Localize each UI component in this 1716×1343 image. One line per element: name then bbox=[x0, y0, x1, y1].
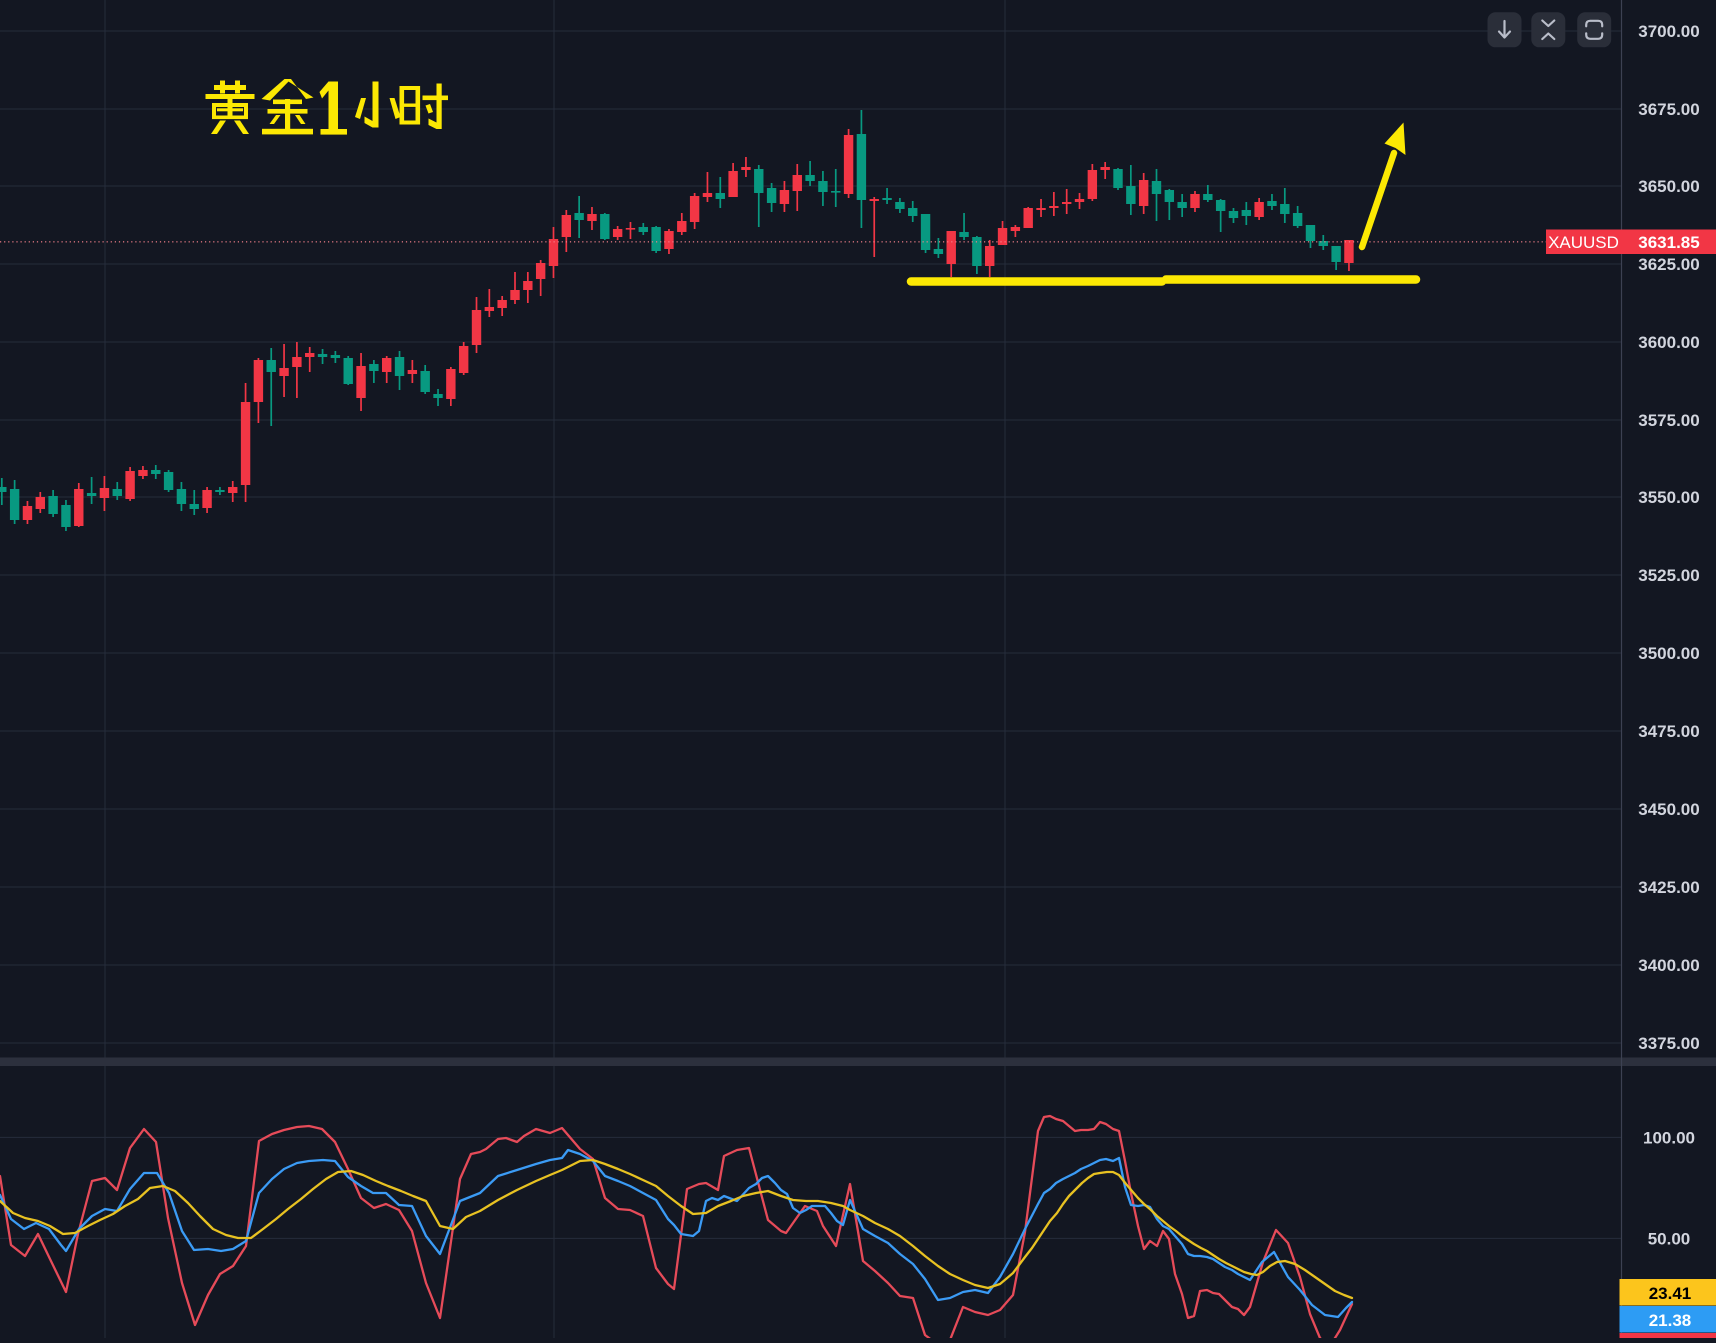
svg-text:23.41: 23.41 bbox=[1649, 1284, 1692, 1303]
svg-text:3631.85: 3631.85 bbox=[1638, 233, 1699, 252]
svg-text:3425.00: 3425.00 bbox=[1638, 878, 1699, 897]
svg-text:21.38: 21.38 bbox=[1649, 1311, 1692, 1330]
svg-text:3625.00: 3625.00 bbox=[1638, 255, 1699, 274]
svg-text:100.00: 100.00 bbox=[1643, 1128, 1695, 1147]
svg-text:3550.00: 3550.00 bbox=[1638, 488, 1699, 507]
svg-text:3450.00: 3450.00 bbox=[1638, 800, 1699, 819]
svg-text:3475.00: 3475.00 bbox=[1638, 722, 1699, 741]
svg-text:3500.00: 3500.00 bbox=[1638, 644, 1699, 663]
svg-text:3525.00: 3525.00 bbox=[1638, 566, 1699, 585]
svg-text:3600.00: 3600.00 bbox=[1638, 333, 1699, 352]
svg-text:3675.00: 3675.00 bbox=[1638, 100, 1699, 119]
svg-text:3575.00: 3575.00 bbox=[1638, 411, 1699, 430]
svg-text:3375.00: 3375.00 bbox=[1638, 1034, 1699, 1053]
svg-text:3400.00: 3400.00 bbox=[1638, 956, 1699, 975]
svg-text:3650.00: 3650.00 bbox=[1638, 177, 1699, 196]
svg-text:50.00: 50.00 bbox=[1648, 1229, 1691, 1248]
svg-text:3700.00: 3700.00 bbox=[1638, 22, 1699, 41]
svg-text:XAUUSD: XAUUSD bbox=[1548, 233, 1619, 252]
